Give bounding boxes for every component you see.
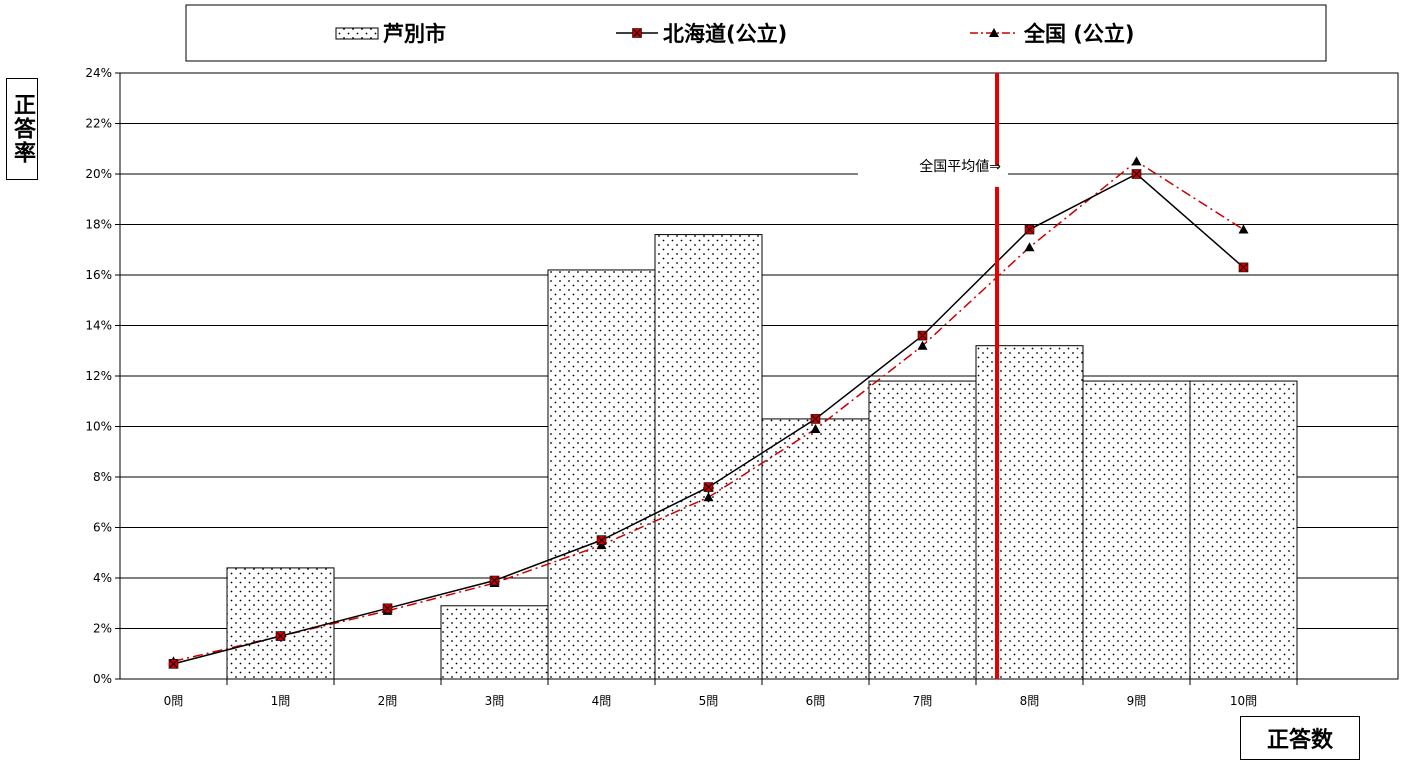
bar [440,605,549,680]
y-tick-label: 22% [85,117,112,131]
y-tick-label: 24% [85,66,112,80]
point-hokkaido [596,535,607,545]
y-tick-label: 4% [93,571,112,585]
y-tick-label: 16% [85,268,112,282]
y-tick-label: 6% [93,521,112,535]
y-axis-label: 正答率 [6,78,38,180]
point-hokkaido [1238,262,1249,273]
x-tick-label: 0問 [164,694,184,708]
point-zenkoku [810,424,821,434]
line-series [168,156,1249,669]
bar [654,234,763,680]
bar [1189,380,1298,680]
average-label: 全国平均値⇒ [919,158,1001,175]
legend-label-hokkaido: 北海道(公立) [663,22,787,46]
x-tick-label: 5問 [699,694,719,708]
y-tick-label: 2% [93,622,112,636]
point-hokkaido [1024,224,1035,235]
axes [119,72,1399,685]
bar [868,380,977,680]
average-label-bg [858,164,1008,187]
legend: 芦別市 北海道(公立) 全国 (公立) [185,4,1327,62]
bar [1082,380,1191,680]
bar [547,269,656,680]
point-hokkaido [703,482,714,492]
point-zenkoku [1238,224,1249,234]
x-tick-label: 3問 [485,694,505,708]
point-hokkaido [382,603,393,614]
legend-swatch-bar [335,27,379,40]
bar [761,418,870,680]
x-axis-label: 正答数 [1240,716,1360,760]
bar [975,345,1084,680]
point-zenkoku [1131,156,1142,166]
x-tick-label: 2問 [378,694,398,708]
legend-label-zenkoku: 全国 (公立) [1023,22,1135,46]
point-hokkaido [1131,169,1142,179]
bar [226,567,335,680]
x-tick-label: 10問 [1230,694,1257,708]
legend-swatch-zenkoku-marker [989,28,999,37]
y-tick-label: 14% [85,319,112,333]
x-tick-label: 8問 [1020,694,1040,708]
legend-label-ashibetsu: 芦別市 [383,22,446,46]
y-tick-label: 10% [85,420,112,434]
average-line: 全国平均値⇒ [858,73,1008,679]
point-hokkaido [810,414,821,424]
tick-labels: 0% 2% 4% 6% 8% 10% 12% 14% 16% 18% 20% 22% 24% 0問 1問 2問… [85,66,1257,708]
x-tick-label: 6問 [806,694,826,708]
y-tick-label: 8% [93,470,112,484]
point-zenkoku [917,340,928,350]
legend-swatch-hokkaido-marker [632,28,642,38]
point-hokkaido [275,631,286,641]
point-hokkaido [917,330,928,341]
y-tick-label: 0% [93,672,112,686]
y-tick-label: 18% [85,218,112,232]
point-hokkaido [168,659,179,669]
x-tick-label: 9問 [1127,694,1147,708]
point-zenkoku [703,492,714,502]
y-tick-label: 12% [85,369,112,383]
plot-frame [119,72,1399,680]
point-hokkaido [489,575,500,586]
x-tick-label: 1問 [271,694,291,708]
x-tick-label: 7問 [913,694,933,708]
x-tick-label: 4問 [592,694,612,708]
y-tick-label: 20% [85,167,112,181]
point-zenkoku [1024,242,1035,252]
bar-series [226,234,1298,680]
